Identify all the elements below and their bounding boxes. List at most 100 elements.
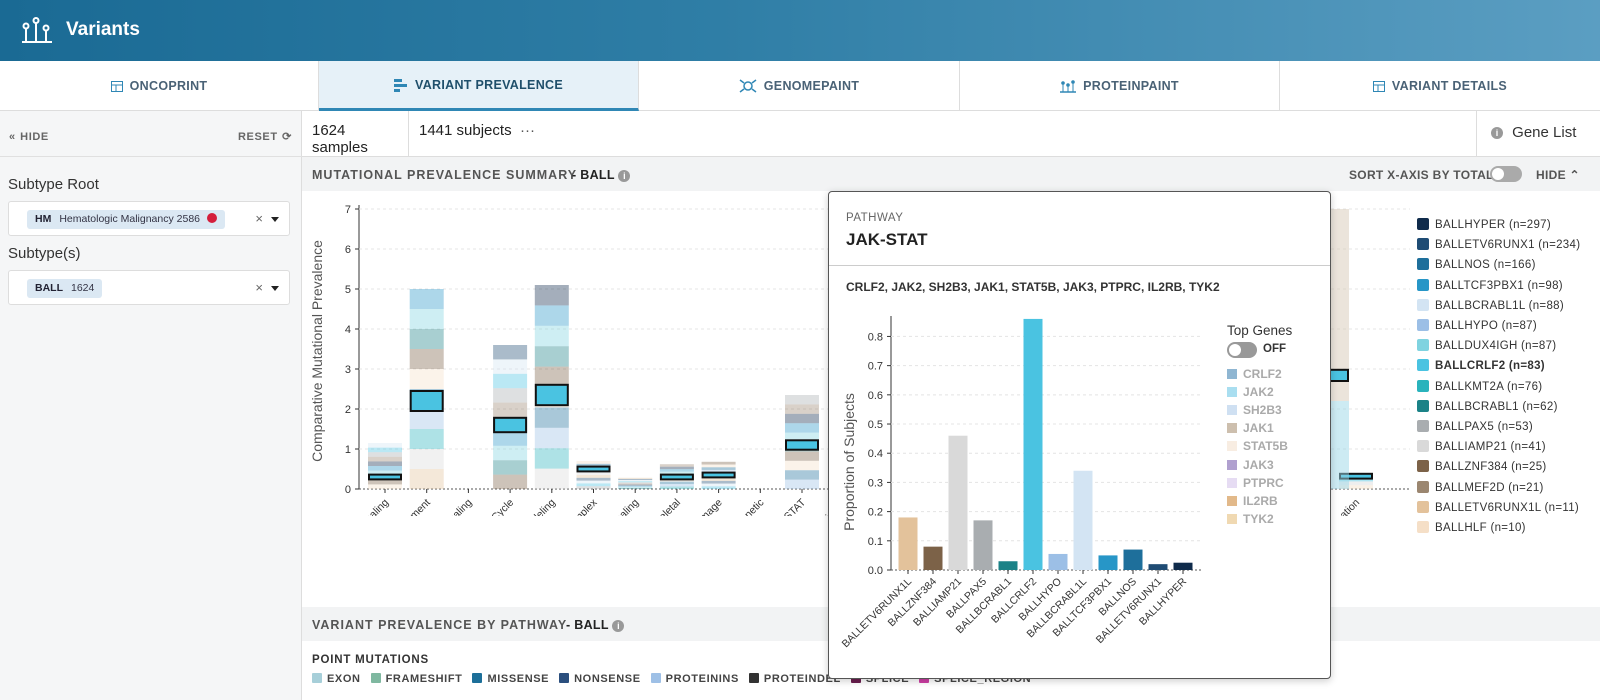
legend-item[interactable]: BALLETV6RUNX1L (n=11) — [1417, 500, 1579, 515]
info-icon[interactable]: i — [612, 619, 625, 632]
bar-segment — [409, 289, 444, 309]
top-gene-item[interactable]: JAK3 — [1227, 458, 1274, 472]
highlight-bar — [576, 465, 611, 473]
chip-code: HM — [35, 213, 52, 225]
legend-swatch — [1417, 359, 1429, 372]
subtypes-label: Subtype(s) — [8, 245, 81, 262]
bar — [973, 520, 993, 570]
y-tick-label: 0.3 — [868, 477, 883, 489]
x-tick-label: Epigenetic — [723, 497, 766, 516]
bar — [923, 546, 943, 570]
legend-item[interactable]: BALLHLF (n=10) — [1417, 521, 1526, 535]
legend-label: BALLPAX5 (n=53) — [1435, 421, 1533, 433]
reset-button[interactable]: RESET ⟳ — [238, 127, 292, 145]
tab-variant-prevalence[interactable]: VARIANT PREVALENCE — [319, 61, 639, 111]
bar-segment — [534, 305, 569, 326]
subtypes-select[interactable]: BALL 1624 × — [8, 270, 290, 305]
sort-toggle[interactable] — [1490, 166, 1522, 182]
legend-label: BALLCRLF2 (n=83) — [1435, 360, 1545, 373]
y-axis-label: Proportion of Subjects — [841, 393, 857, 531]
legend-swatch — [1417, 218, 1429, 230]
bar-segment — [534, 468, 569, 489]
genome-icon — [739, 79, 757, 93]
chevron-down-icon[interactable] — [271, 217, 279, 222]
top-gene-swatch — [1227, 459, 1237, 470]
bar-segment — [368, 484, 402, 489]
more-options-button[interactable]: ··· — [520, 122, 535, 139]
tab-genomepaint[interactable]: GENOMEPAINT — [639, 61, 960, 111]
y-tick-label: 5 — [345, 284, 351, 296]
bar-segment — [409, 349, 444, 369]
x-tick-label: ABL Signaling — [336, 497, 391, 516]
legend-item[interactable]: BALLPAX5 (n=53) — [1417, 420, 1533, 434]
top-genes-toggle-state: OFF — [1263, 343, 1286, 355]
hide-summary-button[interactable]: HIDE ⌃ — [1536, 168, 1580, 182]
bar-segment — [785, 451, 819, 461]
legend-item[interactable]: BALLETV6RUNX1 (n=234) — [1417, 238, 1580, 252]
app-header: Variants — [0, 0, 1600, 61]
top-gene-item[interactable]: JAK2 — [1227, 385, 1274, 399]
top-gene-item[interactable]: STAT5B — [1227, 439, 1288, 453]
bar — [1073, 470, 1093, 570]
bar-segment — [493, 402, 528, 417]
bar-segment — [576, 463, 611, 467]
clear-icon[interactable]: × — [255, 211, 263, 226]
mutation-type-item[interactable]: PROTEININS — [650, 673, 739, 685]
top-gene-item[interactable]: SH2B3 — [1227, 403, 1282, 417]
top-gene-swatch — [1227, 423, 1237, 434]
tab-variant-details[interactable]: VARIANT DETAILS — [1280, 61, 1600, 111]
top-gene-item[interactable]: TYK2 — [1227, 512, 1274, 526]
top-gene-item[interactable]: JAK1 — [1227, 421, 1274, 435]
mutation-type-item[interactable]: PROTEINDEL — [748, 673, 841, 685]
legend-item[interactable]: BALLHYPER (n=297) — [1417, 218, 1551, 232]
bar-segment — [618, 478, 653, 481]
top-gene-item[interactable]: CRLF2 — [1227, 367, 1282, 381]
top-genes-toggle[interactable] — [1227, 342, 1257, 358]
summary-bar: 1624 samples 1441 subjects ··· i Gene Li… — [302, 111, 1600, 157]
bar-segment — [618, 485, 653, 487]
tab-proteinpaint[interactable]: PROTEINPAINT — [960, 61, 1280, 111]
legend-item[interactable]: BALLDUX4IGH (n=87) — [1417, 339, 1556, 353]
legend-swatch — [1417, 258, 1429, 271]
tab-oncoprint[interactable]: ONCOPRINT — [0, 61, 319, 111]
chip-count: 1624 — [71, 282, 95, 294]
mutation-type-item[interactable]: EXON — [312, 673, 361, 685]
top-gene-item[interactable]: IL2RB — [1227, 494, 1278, 508]
top-gene-item[interactable]: PTPRC — [1227, 476, 1284, 490]
subtype-root-select[interactable]: HM Hematologic Malignancy 2586 × — [8, 201, 290, 236]
top-gene-label: SH2B3 — [1243, 403, 1282, 418]
bar-segment — [785, 404, 819, 414]
legend-item[interactable]: BALLCRLF2 (n=83) — [1417, 359, 1545, 373]
legend-item[interactable]: BALLZNF384 (n=25) — [1417, 460, 1547, 474]
chip-code: BALL — [35, 282, 63, 294]
chevron-down-icon[interactable] — [271, 286, 279, 291]
mutation-type-item[interactable]: NONSENSE — [559, 673, 641, 685]
gene-list-button[interactable]: i Gene List — [1476, 111, 1600, 156]
bar-segment — [409, 469, 444, 489]
info-icon[interactable]: i — [618, 169, 631, 182]
mutation-type-item[interactable]: FRAMESHIFT — [370, 673, 463, 685]
bar-segment — [701, 486, 736, 489]
legend-label: BALLBCRABL1L (n=88) — [1435, 299, 1564, 312]
legend-item[interactable]: BALLKMT2A (n=76) — [1417, 379, 1542, 394]
status-dot — [206, 213, 217, 223]
top-gene-swatch — [1227, 513, 1237, 524]
clear-icon[interactable]: × — [255, 280, 263, 295]
bar-segment — [576, 477, 611, 481]
legend-item[interactable]: BALLHYPO (n=87) — [1417, 319, 1537, 333]
bar-segment — [618, 477, 653, 479]
legend-item[interactable]: BALLTCF3PBX1 (n=98) — [1417, 278, 1563, 293]
legend-item[interactable]: BALLNOS (n=166) — [1417, 258, 1536, 272]
legend-item[interactable]: BALLMEF2D (n=21) — [1417, 480, 1544, 495]
bar-segment — [618, 482, 653, 484]
legend-item[interactable]: BALLBCRABL1L (n=88) — [1417, 298, 1564, 313]
bar-segment — [534, 346, 569, 367]
mutation-type-swatch — [472, 673, 483, 683]
legend-item[interactable]: BALLIAMP21 (n=41) — [1417, 440, 1546, 454]
top-gene-swatch — [1227, 369, 1237, 379]
hide-sidebar-button[interactable]: « HIDE — [9, 127, 49, 145]
mutation-type-item[interactable]: MISSENSE — [472, 673, 549, 685]
y-tick-label: 0.8 — [868, 331, 883, 343]
x-tick-label: Cytoskeletal — [634, 497, 683, 516]
legend-item[interactable]: BALLBCRABL1 (n=62) — [1417, 399, 1558, 414]
